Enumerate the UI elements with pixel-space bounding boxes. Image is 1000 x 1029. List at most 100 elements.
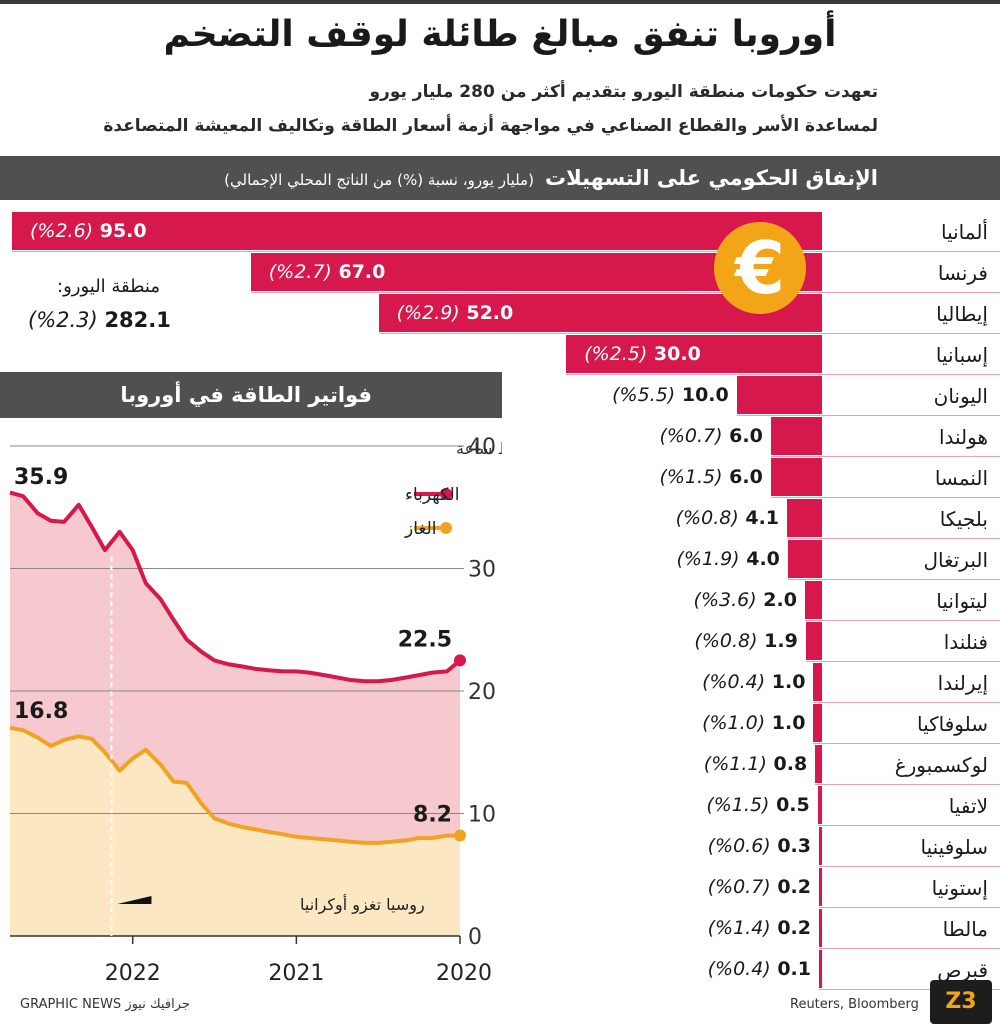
spending-bar <box>736 376 822 414</box>
bar-value-label: (%0.6) 0.3 <box>702 835 811 857</box>
bar-value-label: (%2.5) 30.0 <box>578 343 701 365</box>
bar-pct-label: (%0.7) <box>659 425 723 447</box>
publisher-logo: Z3 <box>930 980 992 1024</box>
bar-amount-label: 30.0 <box>647 343 701 365</box>
bar-value-label: (%1.9) 4.0 <box>671 548 780 570</box>
x-tick-label: 2020 <box>436 961 492 986</box>
bar-value-label: (%1.1) 0.8 <box>698 753 807 775</box>
electricity-start-dot <box>454 654 466 667</box>
bar-value-label: (%1.5) 0.5 <box>700 794 809 816</box>
country-label: إيرلندا <box>937 671 988 695</box>
subtitle-line-1: تعهدت حكومات منطقة اليورو بتقديم أكثر من… <box>369 82 878 102</box>
bar-amount-label: 4.0 <box>739 548 780 570</box>
legend-dot <box>440 488 452 500</box>
legend-label: الغاز <box>404 519 437 539</box>
country-label: فرنسا <box>937 261 988 285</box>
electricity-peak-label: 35.9 <box>14 465 68 490</box>
bar-value-label: (%3.6) 2.0 <box>688 589 797 611</box>
bar-value-label: (%1.4) 0.2 <box>702 917 811 939</box>
bar-pct-label: (%0.8) <box>694 630 758 652</box>
row-separator <box>250 292 1000 293</box>
bar-amount-label: 67.0 <box>331 261 386 283</box>
country-label: إسبانيا <box>935 343 988 367</box>
electricity-line <box>9 490 462 684</box>
bar-amount-label: 0.8 <box>766 753 808 775</box>
eurozone-label: منطقة اليورو: <box>57 276 160 297</box>
y-tick-label: 40 <box>468 435 496 460</box>
legend-dot <box>440 522 452 534</box>
bar-pct-label: (%1.5) <box>706 794 770 816</box>
gas-area <box>10 727 460 936</box>
spending-bar <box>815 745 822 783</box>
country-label: ليتوانيا <box>936 589 988 613</box>
bar-value-label: (%0.7) 6.0 <box>653 425 762 447</box>
bar-amount-label: 0.2 <box>770 876 811 898</box>
bar-pct-label: (%2.9) <box>396 302 460 324</box>
row-separator <box>819 907 1000 908</box>
bar-pct-label: (%0.6) <box>707 835 771 857</box>
row-separator <box>770 497 1000 498</box>
gas-end-label: 8.2 <box>413 803 452 828</box>
spending-bar <box>770 417 822 455</box>
bar-amount-label: 52.0 <box>459 302 514 324</box>
country-label: هولندا <box>938 425 988 449</box>
spending-bar <box>819 909 822 947</box>
bar-value-label: (%5.5) 10.0 <box>606 384 729 406</box>
bar-amount-label: 4.1 <box>738 507 780 529</box>
spending-bar <box>804 581 822 619</box>
eurozone-amount: 282.1 <box>104 308 171 332</box>
bar-pct-label: (%1.9) <box>676 548 740 570</box>
country-label: لاتفيا <box>948 794 988 818</box>
y-tick-label: 30 <box>468 558 496 583</box>
energy-header-title: فواتير الطاقة في أوروبا <box>120 383 372 407</box>
x-tick-label: 2022 <box>105 961 161 986</box>
bar-pct-label: (%0.8) <box>675 507 739 529</box>
bar-value-label: (%0.8) 4.1 <box>670 507 779 529</box>
spending-bar <box>813 704 822 742</box>
subtitle-line-2: لمساعدة الأسر والقطاع الصناعي في مواجهة … <box>103 116 878 136</box>
bar-amount-label: 1.9 <box>757 630 798 652</box>
spending-bar <box>819 950 822 988</box>
bar-value-label: (%0.4) 0.1 <box>702 958 811 980</box>
country-label: ألمانيا <box>940 220 988 244</box>
spending-bar <box>770 458 822 496</box>
eurozone-pct: (%2.3) <box>28 308 98 332</box>
spending-bar <box>787 540 822 578</box>
row-separator <box>804 620 1000 621</box>
bar-pct-label: (%2.5) <box>584 343 648 365</box>
country-label: قبرص <box>937 958 988 982</box>
eurozone-value: (%2.3) 282.1 <box>22 308 171 332</box>
country-label: النمسا <box>934 466 988 490</box>
row-separator <box>787 538 1000 539</box>
bar-amount-label: 0.3 <box>770 835 811 857</box>
row-separator <box>378 333 1000 334</box>
bar-amount-label: 0.1 <box>770 958 811 980</box>
bar-value-label: (%2.7) 67.0 <box>263 261 386 283</box>
country-label: بلجيكا <box>939 507 988 531</box>
bar-value-label: (%2.6) 95.0 <box>24 220 147 242</box>
bar-value-label: (%0.8) 1.9 <box>688 630 797 652</box>
row-separator <box>12 251 1000 252</box>
bar-amount-label: 6.0 <box>722 425 763 447</box>
country-label: سلوفاكيا <box>916 712 988 736</box>
y-axis-label: سنت يورو / كيلوواط ساعة <box>456 439 502 459</box>
gas-line <box>9 725 460 845</box>
euro-coin-icon: € <box>714 222 806 314</box>
bar-amount-label: 1.0 <box>765 671 806 693</box>
row-separator <box>805 661 1000 662</box>
bar-amount-label: 95.0 <box>93 220 147 242</box>
country-label: اليونان <box>933 384 988 408</box>
bar-pct-label: (%0.4) <box>702 671 766 693</box>
sources-text: Reuters, Bloomberg <box>790 997 919 1012</box>
row-separator <box>819 948 1000 949</box>
country-label: سلوفينيا <box>920 835 988 859</box>
row-separator <box>770 456 1000 457</box>
y-tick-label: 10 <box>468 803 496 828</box>
country-label: إستونيا <box>931 876 988 900</box>
legend-label: الكهرباء <box>405 485 459 505</box>
credit-text: GRAPHIC NEWS جرافيك نيوز <box>20 997 190 1012</box>
country-label: البرتغال <box>923 548 988 572</box>
energy-header: فواتير الطاقة في أوروبا <box>0 372 502 418</box>
bar-value-label: (%1.5) 6.0 <box>653 466 762 488</box>
bar-value-label: (%2.9) 52.0 <box>391 302 514 324</box>
